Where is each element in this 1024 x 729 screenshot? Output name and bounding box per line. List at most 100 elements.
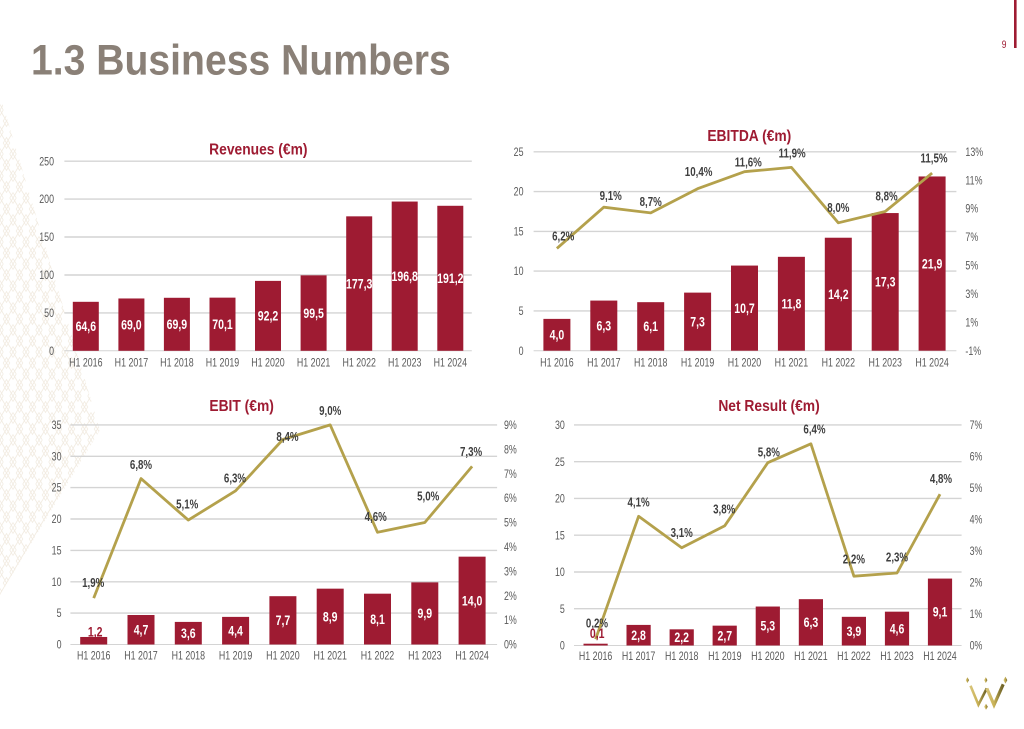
svg-text:-1%: -1% [965, 346, 981, 358]
svg-text:8,4%: 8,4% [276, 431, 298, 444]
svg-text:H1 2021: H1 2021 [794, 651, 828, 663]
svg-text:H1 2024: H1 2024 [915, 358, 949, 370]
svg-text:50: 50 [44, 308, 54, 320]
svg-text:H1 2016: H1 2016 [540, 358, 574, 370]
svg-text:8,1: 8,1 [370, 612, 385, 628]
svg-text:5%: 5% [504, 518, 517, 530]
svg-text:9: 9 [1002, 39, 1007, 51]
svg-text:6%: 6% [970, 452, 983, 464]
svg-text:H1 2018: H1 2018 [160, 358, 194, 370]
svg-text:9%: 9% [965, 204, 978, 216]
svg-text:H1 2018: H1 2018 [634, 358, 668, 370]
svg-text:99,5: 99,5 [303, 306, 324, 322]
svg-text:21,9: 21,9 [922, 256, 943, 272]
svg-text:1%: 1% [970, 609, 983, 621]
svg-text:35: 35 [52, 420, 62, 432]
svg-text:30: 30 [555, 420, 565, 432]
svg-text:1%: 1% [965, 317, 978, 329]
svg-text:H1 2017: H1 2017 [124, 651, 158, 663]
svg-text:5: 5 [57, 608, 62, 620]
svg-text:92,2: 92,2 [258, 308, 279, 324]
svg-text:2,3%: 2,3% [886, 552, 908, 565]
svg-text:69,0: 69,0 [121, 317, 142, 333]
svg-text:6%: 6% [504, 493, 517, 505]
svg-text:H1 2019: H1 2019 [219, 651, 253, 663]
svg-text:25: 25 [52, 483, 62, 495]
svg-text:100: 100 [39, 270, 54, 282]
svg-text:H1 2021: H1 2021 [297, 358, 331, 370]
svg-text:4,1%: 4,1% [628, 496, 650, 509]
svg-text:H1 2018: H1 2018 [665, 651, 699, 663]
svg-text:H1 2024: H1 2024 [455, 651, 489, 663]
svg-text:H1 2022: H1 2022 [342, 358, 376, 370]
svg-text:3,8%: 3,8% [713, 504, 735, 517]
svg-text:H1 2021: H1 2021 [313, 651, 347, 663]
svg-text:H1 2018: H1 2018 [172, 651, 206, 663]
svg-text:H1 2023: H1 2023 [868, 358, 902, 370]
svg-text:1,9%: 1,9% [82, 577, 104, 590]
svg-text:3,6: 3,6 [181, 626, 196, 642]
svg-text:11,5%: 11,5% [920, 152, 947, 165]
svg-text:0: 0 [560, 641, 565, 653]
svg-text:H1 2023: H1 2023 [408, 651, 442, 663]
svg-text:9,0%: 9,0% [319, 405, 341, 418]
svg-text:6,8%: 6,8% [130, 459, 152, 472]
svg-text:11%: 11% [965, 175, 982, 187]
svg-text:EBIT (€m): EBIT (€m) [209, 397, 274, 415]
svg-text:5: 5 [560, 604, 565, 616]
svg-text:196,8: 196,8 [392, 269, 419, 285]
svg-text:3%: 3% [504, 566, 517, 578]
svg-text:4,6: 4,6 [890, 621, 905, 637]
svg-text:200: 200 [39, 194, 54, 206]
svg-text:70,1: 70,1 [212, 317, 233, 333]
svg-text:30: 30 [52, 451, 62, 463]
svg-text:191,2: 191,2 [437, 271, 464, 287]
svg-text:H1 2020: H1 2020 [266, 651, 300, 663]
svg-text:5: 5 [519, 306, 524, 318]
svg-text:4%: 4% [504, 542, 517, 554]
svg-text:7,3: 7,3 [690, 314, 705, 330]
svg-text:7,3%: 7,3% [460, 446, 482, 459]
svg-text:6,3: 6,3 [596, 318, 611, 334]
svg-text:8,8%: 8,8% [876, 190, 898, 203]
svg-text:20: 20 [52, 514, 62, 526]
svg-text:25: 25 [514, 147, 524, 159]
svg-text:7%: 7% [970, 420, 983, 432]
svg-text:3,1%: 3,1% [671, 527, 693, 540]
svg-text:7,7: 7,7 [276, 613, 291, 629]
svg-text:9,1: 9,1 [933, 604, 948, 620]
svg-text:1.3 Business Numbers: 1.3 Business Numbers [31, 36, 451, 84]
svg-text:6,2%: 6,2% [552, 230, 574, 243]
svg-text:H1 2022: H1 2022 [822, 358, 856, 370]
svg-text:9%: 9% [504, 420, 517, 432]
svg-text:H1 2020: H1 2020 [728, 358, 762, 370]
svg-text:10: 10 [555, 567, 565, 579]
svg-text:0: 0 [57, 640, 62, 652]
svg-text:2%: 2% [970, 578, 983, 590]
svg-text:6,3%: 6,3% [224, 473, 246, 486]
svg-text:10,4%: 10,4% [685, 166, 713, 179]
svg-text:4,6%: 4,6% [365, 511, 387, 524]
svg-text:2,2%: 2,2% [843, 553, 865, 566]
svg-text:H1 2022: H1 2022 [361, 651, 395, 663]
svg-text:2%: 2% [504, 591, 517, 603]
svg-text:5,3: 5,3 [760, 618, 775, 634]
svg-text:H1 2016: H1 2016 [69, 358, 103, 370]
svg-text:H1 2020: H1 2020 [751, 651, 785, 663]
svg-text:H1 2017: H1 2017 [587, 358, 621, 370]
svg-text:11,8: 11,8 [781, 296, 801, 312]
svg-text:11,9%: 11,9% [779, 147, 806, 160]
svg-text:H1 2024: H1 2024 [923, 651, 957, 663]
svg-text:250: 250 [39, 156, 54, 168]
svg-text:3%: 3% [970, 546, 983, 558]
svg-text:7%: 7% [504, 469, 517, 481]
svg-text:4,7: 4,7 [134, 622, 149, 638]
svg-text:H1 2023: H1 2023 [880, 651, 914, 663]
svg-text:13%: 13% [965, 147, 983, 159]
svg-text:1%: 1% [504, 615, 517, 627]
svg-text:9,1%: 9,1% [600, 190, 622, 203]
svg-text:8,9: 8,9 [323, 609, 338, 625]
svg-text:0,1: 0,1 [590, 626, 605, 642]
svg-text:15: 15 [52, 546, 62, 558]
svg-text:15: 15 [514, 227, 524, 239]
